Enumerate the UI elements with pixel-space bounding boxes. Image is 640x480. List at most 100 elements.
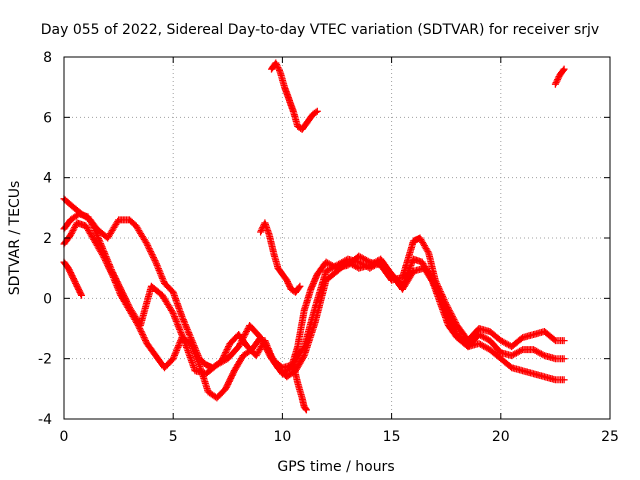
data-point bbox=[554, 83, 557, 86]
data-point bbox=[357, 267, 360, 270]
series-track-6 bbox=[257, 219, 304, 296]
data-point bbox=[499, 339, 502, 342]
data-point bbox=[521, 369, 524, 372]
data-point bbox=[467, 345, 470, 348]
y-axis-label: SDTVAR / TECUs bbox=[7, 181, 23, 296]
y-tick-label: -2 bbox=[38, 352, 52, 368]
y-tick-label: -4 bbox=[38, 412, 52, 428]
data-point bbox=[287, 98, 290, 101]
data-point bbox=[390, 273, 393, 276]
x-tick-label: 25 bbox=[601, 429, 619, 445]
data-point bbox=[296, 381, 299, 384]
data-point bbox=[237, 345, 240, 348]
data-point bbox=[255, 354, 258, 357]
data-point bbox=[357, 255, 360, 258]
data-point bbox=[84, 224, 87, 227]
data-point bbox=[336, 264, 338, 267]
data-point bbox=[303, 405, 306, 408]
data-point bbox=[80, 294, 83, 297]
data-point bbox=[563, 357, 566, 360]
x-tick-label: 5 bbox=[169, 429, 178, 445]
data-point bbox=[325, 270, 328, 273]
data-point bbox=[285, 279, 288, 282]
x-tick-label: 15 bbox=[383, 429, 401, 445]
data-point bbox=[172, 357, 175, 360]
data-point bbox=[336, 270, 338, 273]
data-point bbox=[270, 68, 273, 71]
data-point bbox=[154, 354, 157, 357]
data-point bbox=[488, 339, 491, 342]
data-point bbox=[250, 348, 253, 351]
data-point bbox=[277, 267, 280, 270]
data-point bbox=[412, 240, 415, 243]
data-point bbox=[346, 261, 349, 264]
data-point bbox=[285, 375, 288, 378]
series-track-7 bbox=[289, 361, 310, 414]
data-point bbox=[445, 309, 448, 312]
x-axis-label: GPS time / hours bbox=[277, 459, 394, 475]
series-markers bbox=[551, 65, 568, 88]
data-point bbox=[150, 285, 153, 288]
data-point bbox=[558, 74, 561, 77]
data-point bbox=[543, 375, 546, 378]
data-point bbox=[111, 273, 114, 276]
data-point bbox=[543, 354, 546, 357]
data-point bbox=[279, 71, 282, 74]
data-point bbox=[215, 363, 218, 366]
data-point bbox=[421, 261, 424, 264]
data-point bbox=[163, 366, 166, 369]
chart-title: Day 055 of 2022, Sidereal Day-to-day VTE… bbox=[41, 22, 599, 38]
data-point bbox=[477, 342, 480, 345]
data-point bbox=[499, 357, 502, 360]
data-point bbox=[145, 342, 148, 345]
data-point bbox=[117, 218, 120, 221]
data-point bbox=[128, 218, 131, 221]
data-point bbox=[554, 378, 557, 381]
data-point bbox=[309, 288, 312, 291]
data-point bbox=[563, 68, 566, 71]
series-markers bbox=[257, 219, 304, 296]
data-point bbox=[76, 221, 79, 224]
data-point bbox=[69, 233, 72, 236]
data-point bbox=[246, 345, 249, 348]
data-point bbox=[316, 273, 319, 276]
data-point bbox=[180, 336, 183, 339]
x-tick-label: 0 bbox=[60, 429, 69, 445]
axis-ticks: 0 5 10 15 20 25 -4 -2 0 2 4 6 8 bbox=[38, 50, 619, 445]
data-point bbox=[294, 291, 297, 294]
data-point bbox=[554, 339, 557, 342]
data-point bbox=[301, 128, 304, 131]
data-point bbox=[477, 327, 480, 330]
data-point bbox=[456, 333, 459, 336]
data-point bbox=[488, 330, 491, 333]
data-point bbox=[67, 267, 70, 270]
data-point bbox=[106, 237, 109, 239]
grid bbox=[64, 57, 610, 419]
data-point bbox=[93, 240, 96, 243]
data-point bbox=[69, 218, 72, 221]
data-point bbox=[233, 369, 236, 372]
data-point bbox=[292, 110, 295, 113]
series-markers bbox=[268, 59, 321, 133]
data-point bbox=[228, 342, 231, 345]
data-point bbox=[268, 351, 271, 354]
data-point bbox=[311, 113, 314, 116]
y-tick-label: 6 bbox=[43, 110, 52, 126]
y-tick-label: 2 bbox=[43, 231, 52, 247]
data-point bbox=[87, 215, 90, 218]
data-point bbox=[268, 233, 271, 236]
data-point bbox=[510, 366, 513, 369]
data-point bbox=[521, 348, 524, 351]
data-point bbox=[180, 315, 183, 318]
data-point bbox=[283, 86, 286, 89]
data-point bbox=[510, 345, 513, 348]
y-tick-label: 4 bbox=[43, 171, 52, 187]
data-point bbox=[277, 366, 280, 369]
data-point bbox=[161, 294, 164, 297]
data-point bbox=[263, 221, 266, 224]
data-point bbox=[301, 396, 304, 399]
y-tick-label: 8 bbox=[43, 50, 52, 66]
data-point bbox=[303, 309, 306, 312]
data-point bbox=[325, 279, 328, 282]
